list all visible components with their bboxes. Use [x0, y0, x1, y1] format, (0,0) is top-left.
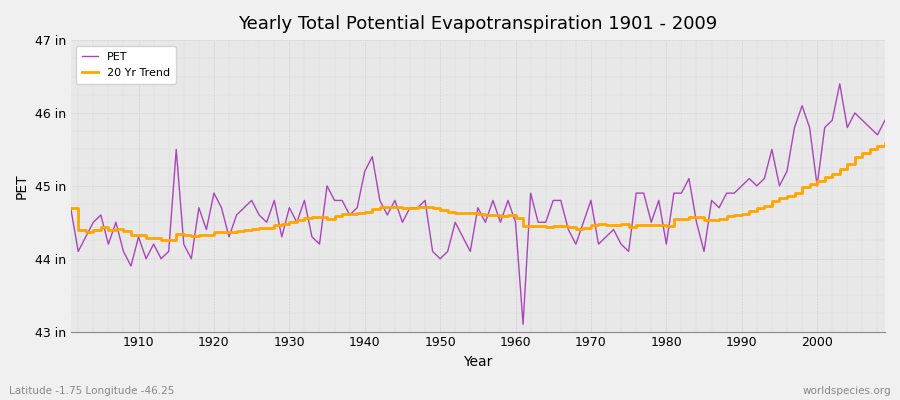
Y-axis label: PET: PET [15, 173, 29, 199]
20 Yr Trend [879, 140, 890, 145]
20 Yr Trend [163, 238, 174, 243]
PET [608, 227, 619, 232]
Line: PET: PET [71, 84, 885, 324]
X-axis label: Year: Year [464, 355, 492, 369]
PET [66, 205, 77, 210]
20 Yr Trend [518, 224, 528, 229]
PET [126, 264, 137, 268]
Legend: PET, 20 Yr Trend: PET, 20 Yr Trend [76, 46, 176, 84]
20 Yr Trend [345, 212, 356, 216]
PET [292, 220, 302, 225]
20 Yr Trend [510, 216, 521, 220]
PET [510, 220, 521, 225]
Text: worldspecies.org: worldspecies.org [803, 386, 891, 396]
Title: Yearly Total Potential Evapotranspiration 1901 - 2009: Yearly Total Potential Evapotranspiratio… [238, 15, 717, 33]
20 Yr Trend [299, 216, 310, 221]
PET [518, 322, 528, 327]
PET [834, 82, 845, 86]
20 Yr Trend [66, 205, 77, 210]
Line: 20 Yr Trend: 20 Yr Trend [71, 143, 885, 240]
PET [337, 198, 347, 203]
20 Yr Trend [126, 233, 137, 238]
PET [502, 198, 513, 203]
20 Yr Trend [608, 222, 619, 227]
PET [879, 118, 890, 123]
Text: Latitude -1.75 Longitude -46.25: Latitude -1.75 Longitude -46.25 [9, 386, 175, 396]
